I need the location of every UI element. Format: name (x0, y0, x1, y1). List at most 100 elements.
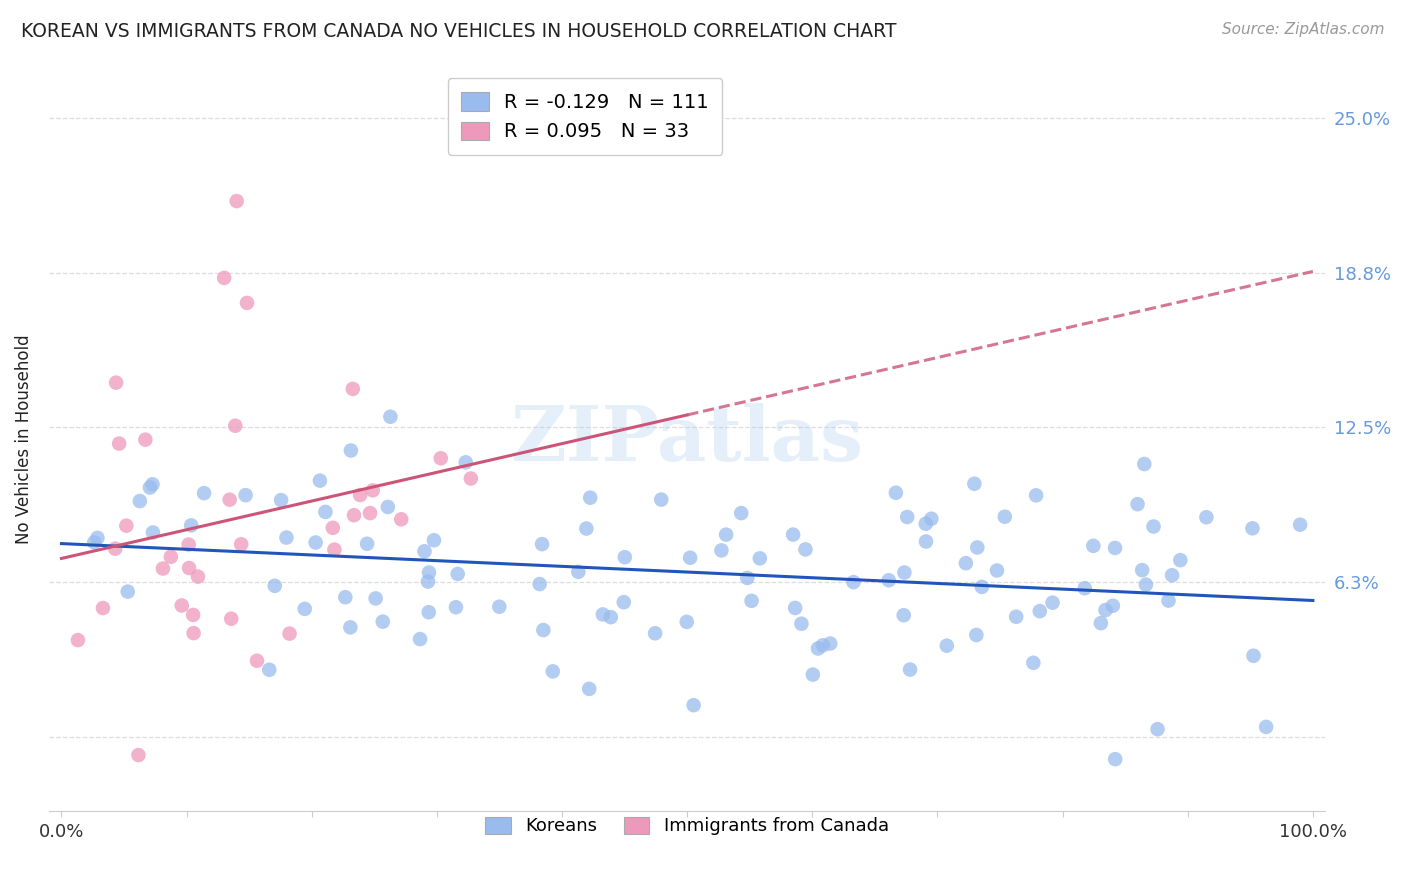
Point (152, 561, 174, 575)
Point (613, 550, 636, 565)
Point (212, 271, 235, 285)
Point (193, 486, 215, 500)
Text: ZIPatlas: ZIPatlas (510, 402, 863, 476)
Point (377, 500, 399, 514)
Point (447, 566, 470, 581)
Point (389, 512, 412, 526)
Point (339, 620, 361, 634)
Point (91, 601, 114, 615)
Point (225, 194, 247, 208)
Point (335, 591, 357, 605)
Point (183, 626, 205, 640)
Point (1094, 603, 1116, 617)
Point (1104, 752, 1126, 766)
Point (356, 537, 378, 551)
Point (1146, 722, 1168, 736)
Point (1042, 596, 1064, 610)
Point (270, 493, 292, 508)
Point (108, 436, 131, 450)
Point (735, 571, 758, 585)
Point (578, 681, 600, 696)
Point (644, 626, 666, 640)
Point (650, 492, 672, 507)
Point (418, 566, 440, 580)
Point (1243, 648, 1265, 663)
Point (314, 505, 336, 519)
Point (1025, 488, 1047, 502)
Point (304, 535, 326, 549)
Point (276, 531, 298, 545)
Point (1029, 604, 1052, 618)
Point (1241, 521, 1264, 535)
Point (259, 663, 281, 677)
Point (1289, 517, 1312, 532)
Point (1074, 581, 1097, 595)
Point (920, 512, 942, 526)
Y-axis label: No Vehicles in Household: No Vehicles in Household (15, 334, 32, 544)
Point (1005, 609, 1028, 624)
Point (842, 575, 865, 590)
Point (741, 594, 763, 608)
Point (818, 636, 841, 650)
Point (418, 605, 440, 619)
Point (224, 418, 246, 433)
Point (877, 574, 900, 588)
Point (219, 612, 242, 626)
Point (104, 541, 127, 556)
Point (117, 584, 139, 599)
Point (682, 698, 704, 713)
Point (710, 543, 733, 558)
Point (1022, 656, 1045, 670)
Point (454, 455, 477, 469)
Point (1133, 457, 1156, 471)
Point (970, 580, 993, 594)
Point (343, 508, 366, 523)
Point (955, 556, 977, 570)
Point (359, 506, 381, 520)
Point (141, 477, 163, 491)
Point (986, 564, 1008, 578)
Text: Source: ZipAtlas.com: Source: ZipAtlas.com (1222, 22, 1385, 37)
Point (86, 531, 108, 545)
Point (323, 542, 346, 557)
Point (1126, 497, 1149, 511)
Point (1157, 593, 1180, 607)
Point (236, 296, 259, 310)
Point (1102, 599, 1125, 613)
Point (1195, 510, 1218, 524)
Point (531, 623, 554, 637)
Point (170, 599, 193, 613)
Point (613, 595, 636, 609)
Point (177, 537, 200, 551)
Point (309, 474, 332, 488)
Point (531, 537, 554, 551)
Point (444, 600, 467, 615)
Point (66, 633, 89, 648)
Point (965, 628, 987, 642)
Point (322, 521, 344, 535)
Point (160, 549, 183, 564)
Point (579, 491, 602, 505)
Point (430, 451, 453, 466)
Point (893, 566, 915, 580)
Point (134, 433, 156, 447)
Point (675, 615, 697, 629)
Point (782, 527, 804, 541)
Point (915, 534, 938, 549)
Point (1090, 616, 1112, 631)
Point (1168, 553, 1191, 567)
Point (177, 561, 200, 575)
Point (235, 488, 257, 502)
Point (935, 639, 957, 653)
Point (1130, 563, 1153, 577)
Point (416, 574, 439, 589)
Point (794, 542, 817, 557)
Point (364, 591, 387, 606)
Point (128, 494, 150, 508)
Point (730, 506, 752, 520)
Point (1256, 720, 1278, 734)
Point (409, 632, 432, 646)
Point (180, 518, 202, 533)
Point (966, 541, 988, 555)
Point (807, 641, 830, 656)
